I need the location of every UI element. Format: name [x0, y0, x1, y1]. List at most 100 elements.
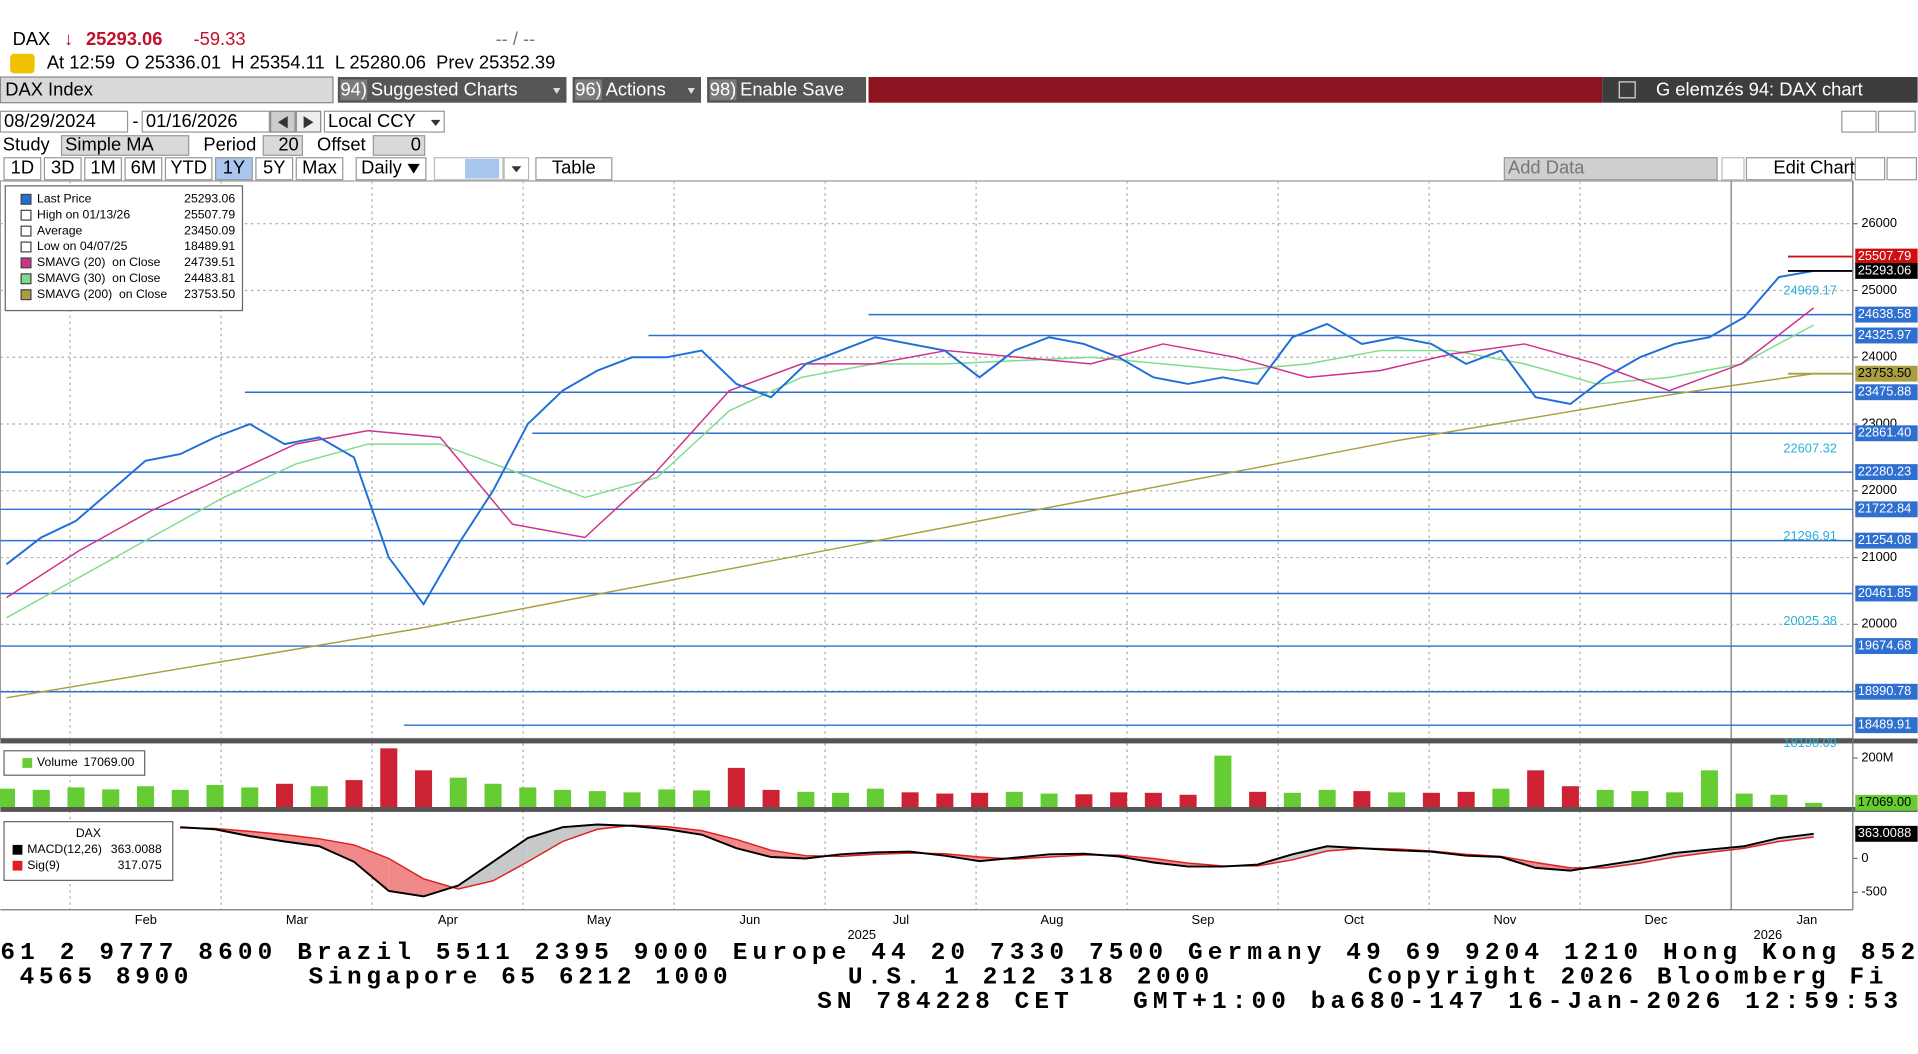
add-data[interactable]: Add Data	[1508, 157, 1585, 178]
level-tag-label: 18489.91	[1858, 717, 1912, 732]
legend-name: High on 01/13/26	[37, 207, 130, 221]
legend-box	[4, 185, 244, 312]
date-box[interactable]	[0, 110, 129, 133]
volume-bar	[1075, 794, 1093, 808]
legend-swatch	[22, 758, 33, 768]
volume-bar	[901, 792, 919, 808]
y-tick-label: 20000	[1861, 616, 1897, 631]
range-button[interactable]	[255, 157, 294, 181]
legend-name: Average	[37, 223, 82, 237]
year-label: 2025	[848, 927, 877, 942]
edit-chart-button[interactable]	[1745, 157, 1853, 181]
price-panel	[0, 180, 1854, 740]
legends: Feb Mar Apr May Jun Jul 2025 Aug Sep Oct Nov Dec Jan…	[3, 185, 1918, 942]
macd-fill	[736, 839, 772, 858]
legend-name: Sig(9)	[27, 858, 60, 872]
range-label[interactable]: 3D	[51, 157, 74, 178]
legend-swatch	[12, 860, 23, 871]
volume-bar	[588, 791, 606, 808]
security-box[interactable]	[0, 76, 334, 104]
tab-box[interactable]	[1602, 77, 1918, 103]
series-line	[6, 372, 1814, 699]
toolbar-button[interactable]	[337, 77, 567, 103]
range-label[interactable]: 1Y	[223, 157, 245, 178]
range-button[interactable]	[295, 157, 344, 181]
plot	[0, 180, 1858, 910]
dropdown-arrow	[430, 119, 441, 126]
security[interactable]: DAX Index	[5, 78, 93, 99]
y-tick-label: 25000	[1861, 282, 1897, 297]
range-label[interactable]: 1D	[11, 157, 34, 178]
volume-bar	[380, 748, 398, 808]
tab-title[interactable]: G elemzés 94: DAX chart	[1656, 78, 1863, 99]
range-button[interactable]	[124, 157, 163, 181]
frequency-box[interactable]	[355, 157, 427, 181]
volume-bar	[32, 789, 50, 808]
macd-tag-label: 363.0088	[1858, 825, 1912, 840]
study[interactable]: Simple MA	[65, 133, 154, 154]
level-tag-label: 18990.78	[1858, 683, 1912, 698]
red-bar	[868, 77, 1603, 103]
volume-bar	[762, 789, 780, 808]
series-line	[6, 324, 1815, 619]
collapse-button[interactable]	[1721, 157, 1745, 181]
price-tag-label: 23753.50	[1858, 365, 1912, 380]
settings-button[interactable]	[1886, 157, 1918, 181]
volume-bar	[936, 793, 954, 808]
frequency[interactable]: Daily	[361, 157, 403, 178]
end-date[interactable]: 01/16/2026	[146, 110, 238, 131]
icon-button[interactable]	[1854, 157, 1886, 181]
range-label[interactable]: YTD	[170, 157, 207, 178]
currency-box[interactable]	[323, 110, 445, 133]
range-button[interactable]	[3, 157, 42, 181]
chart-style-selected[interactable]	[465, 158, 500, 179]
level-tag-label: 21254.08	[1858, 532, 1912, 547]
y-tick-label: 24000	[1861, 349, 1897, 364]
undo-button[interactable]	[1841, 110, 1877, 133]
range-button[interactable]	[164, 157, 213, 181]
table-label[interactable]: Table	[552, 157, 596, 178]
x-tick-label: Jun	[740, 912, 761, 927]
volume-bar	[1666, 792, 1684, 808]
change: -59.33	[194, 28, 246, 49]
range-label[interactable]: 1M	[90, 157, 115, 178]
range-button[interactable]	[214, 157, 253, 181]
period-box[interactable]	[262, 135, 304, 156]
study-box[interactable]	[60, 135, 190, 156]
button-label[interactable]: Enable Save	[740, 78, 844, 99]
volume-bar	[1179, 794, 1197, 808]
button-label[interactable]: Actions	[606, 78, 666, 99]
level-tag-label: 21722.84	[1858, 501, 1912, 516]
level-annotation: 22607.32	[1783, 440, 1837, 455]
start-date[interactable]: 08/29/2024	[4, 110, 96, 131]
add-data-box[interactable]	[1503, 157, 1718, 181]
volume-bar	[1005, 791, 1023, 808]
range-label[interactable]: Max	[302, 157, 337, 178]
volume-bar	[171, 789, 189, 808]
footer-line: 61 2 9777 8600 Brazil 5511 2395 9000 Eur…	[0, 940, 1915, 967]
footer-line: SN 784228 CET GMT+1:00 ba680-147 16-Jan-…	[817, 989, 1898, 1016]
legend-name: SMAVG (20) on Close	[37, 255, 161, 269]
offset-box[interactable]	[372, 135, 426, 156]
offset[interactable]: 0	[411, 133, 421, 154]
redo-button[interactable]	[1877, 110, 1916, 133]
range-button[interactable]	[43, 157, 82, 181]
range-button[interactable]	[84, 157, 123, 181]
x-tick-label: Nov	[1494, 912, 1517, 927]
range-label[interactable]: 6M	[131, 157, 156, 178]
button-badge	[340, 79, 368, 101]
table-button[interactable]	[535, 157, 613, 181]
range-label[interactable]: 5Y	[263, 157, 285, 178]
volume-bar	[275, 783, 294, 808]
series-line	[5, 269, 1814, 607]
dropdown-arrow	[511, 166, 522, 173]
period[interactable]: 20	[278, 133, 298, 154]
level-tag	[1855, 638, 1918, 655]
edit-chart[interactable]: Edit Chart	[1773, 157, 1855, 178]
date-box[interactable]	[141, 110, 270, 133]
currency[interactable]: Local CCY	[328, 110, 416, 131]
button-label[interactable]: Suggested Charts	[371, 78, 518, 99]
legend-swatch	[20, 209, 32, 221]
